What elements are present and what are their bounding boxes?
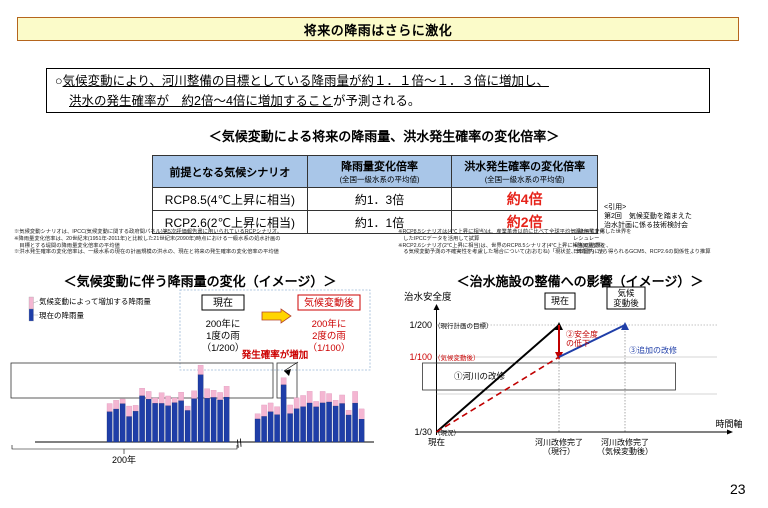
- svg-text:の低下: の低下: [566, 338, 590, 348]
- svg-text:200年: 200年: [112, 454, 136, 465]
- svg-text:気候変動後: 気候変動後: [304, 296, 354, 309]
- svg-text:気候変動によって増加する降雨量: 気候変動によって増加する降雨量: [39, 296, 151, 306]
- svg-text:200年に: 200年に: [206, 318, 241, 330]
- svg-text:③追加の改修: ③追加の改修: [629, 345, 677, 355]
- svg-text:（気候変動後）: （気候変動後）: [597, 446, 653, 456]
- svg-text:（現況）: （現況）: [434, 428, 460, 437]
- svg-text:河川改修完了: 河川改修完了: [535, 437, 583, 447]
- svg-text:②安全度: ②安全度: [566, 329, 598, 339]
- svg-text:治水安全度: 治水安全度: [404, 291, 452, 303]
- svg-text:河川改修完了: 河川改修完了: [601, 437, 649, 447]
- svg-text:現在: 現在: [428, 437, 445, 447]
- svg-text:現在: 現在: [551, 295, 569, 306]
- svg-text://: //: [235, 437, 246, 451]
- svg-text:200年に: 200年に: [312, 318, 347, 330]
- svg-text:気候: 気候: [617, 288, 635, 298]
- svg-text:変動後: 変動後: [613, 298, 639, 308]
- svg-text:（1/100）: （1/100）: [308, 342, 351, 354]
- svg-text:1/200: 1/200: [409, 320, 432, 330]
- svg-text:1度の雨: 1度の雨: [206, 330, 240, 342]
- svg-text:現在: 現在: [213, 297, 233, 309]
- svg-text:2度の雨: 2度の雨: [312, 330, 346, 342]
- svg-text:1/30: 1/30: [414, 427, 432, 437]
- svg-text:（現行計画の目標）: （現行計画の目標）: [434, 321, 493, 330]
- svg-text:（1/200）: （1/200）: [202, 342, 245, 354]
- svg-text:（気候変動後）: （気候変動後）: [434, 353, 480, 362]
- svg-text:時間軸: 時間軸: [715, 418, 742, 429]
- svg-text:（現行）: （現行）: [543, 446, 575, 456]
- svg-text:1/100: 1/100: [409, 352, 432, 362]
- svg-text:発生確率が増加: 発生確率が増加: [241, 349, 309, 361]
- svg-text:現在の降雨量: 現在の降雨量: [39, 310, 84, 320]
